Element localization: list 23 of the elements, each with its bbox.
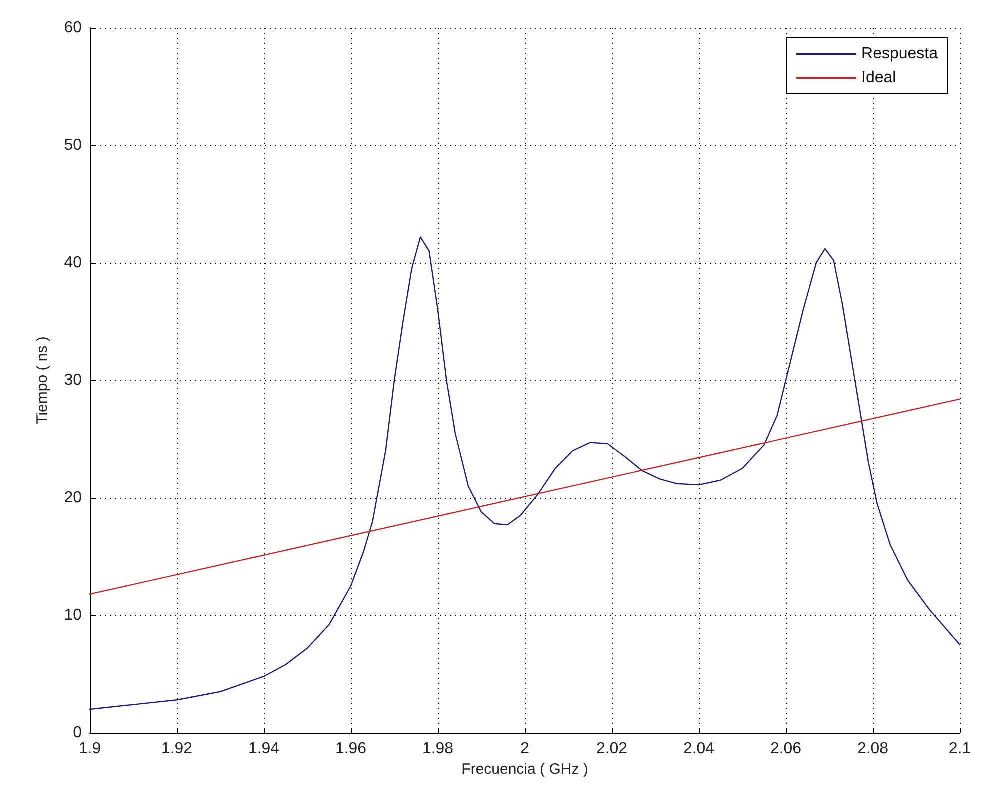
- line-series: [89, 236, 961, 710]
- x-tick-label: 1.92: [161, 740, 193, 758]
- x-axis-title: Frecuencia ( GHz ): [462, 760, 588, 778]
- x-tick-label: 2.08: [857, 740, 889, 758]
- x-tick-label: 2: [520, 740, 530, 758]
- y-tick-label: 50: [64, 137, 82, 154]
- y-tick-label: 0: [73, 724, 82, 742]
- legend-label: Respuesta: [862, 46, 938, 62]
- x-tick-label: 2.1: [948, 740, 972, 758]
- x-tick-label: 1.9: [78, 740, 102, 758]
- x-tick-label: 2.06: [770, 740, 802, 758]
- y-axis-title: Tiempo ( ns ): [34, 336, 51, 424]
- y-tick-label: 60: [64, 20, 82, 36]
- y-tick-label: 30: [64, 372, 82, 389]
- legend-label: Ideal: [862, 70, 896, 86]
- x-tick-label: 1.94: [248, 740, 280, 758]
- x-tick-label: 1.96: [335, 740, 367, 758]
- x-tick-label: 1.98: [422, 740, 454, 758]
- x-tick-label: 2.02: [596, 740, 628, 758]
- y-tick-label: 20: [64, 490, 82, 506]
- x-tick-label: 2.04: [683, 740, 715, 758]
- y-tick-label: 40: [64, 254, 82, 272]
- y-tick-label: 10: [64, 607, 82, 624]
